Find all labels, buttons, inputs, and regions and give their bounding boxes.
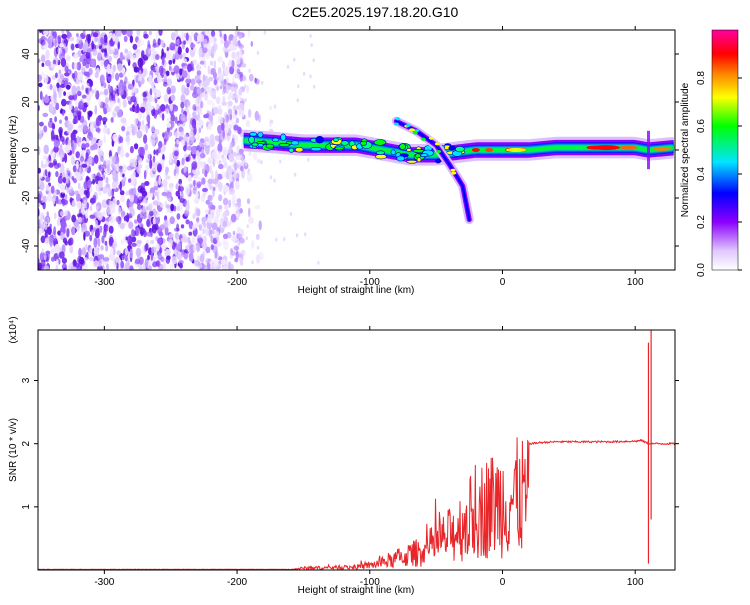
snr-x-label: Height of straight line (km) xyxy=(298,585,415,596)
x-tick-label: -200 xyxy=(227,277,247,288)
chart-title: C2E5.2025.197.18.20.G10 xyxy=(292,4,459,20)
colorbar-tick-label: 0.6 xyxy=(696,119,707,133)
x-tick-label: 100 xyxy=(627,277,644,288)
x-tick-label: -100 xyxy=(360,577,380,588)
snr-series-line xyxy=(38,437,675,570)
x-tick-label: 0 xyxy=(500,577,506,588)
x-tick-label: 0 xyxy=(500,277,506,288)
colorbar-ticks: 0.0 0.2 0.4 0.6 0.8 xyxy=(696,71,742,277)
y-tick-label: 1 xyxy=(21,504,32,510)
colorbar-tick-label: 0.0 xyxy=(696,263,707,277)
y-tick-label: 40 xyxy=(21,48,32,60)
spectrogram-secondary-trace xyxy=(391,116,474,225)
y-tick-label: 3 xyxy=(21,377,32,383)
colorbar: 0.0 0.2 0.4 0.6 0.8 Normalized spectral ampl… xyxy=(680,29,742,277)
colorbar-tick-label: 0.8 xyxy=(696,71,707,85)
y-tick-label: 0 xyxy=(21,147,32,153)
snr-x-ticks: -300 -200 -100 0 100 xyxy=(94,326,644,588)
snr-y-label: SNR (10 * v/v) xyxy=(8,418,19,482)
snr-scale-label: (x10⁴) xyxy=(8,316,19,343)
y-tick-label: -40 xyxy=(21,238,32,253)
x-tick-label: -100 xyxy=(360,277,380,288)
x-tick-label: 100 xyxy=(627,577,644,588)
x-tick-label: -300 xyxy=(94,277,114,288)
snr-plot-area xyxy=(38,330,675,570)
colorbar-tick-label: 0.2 xyxy=(696,215,707,229)
spectrogram-x-label: Height of straight line (km) xyxy=(298,285,415,296)
x-tick-label: -300 xyxy=(94,577,114,588)
colorbar-label: Normalized spectral amplitude xyxy=(680,82,691,217)
snr-frame xyxy=(37,329,676,571)
colorbar-tick-label: 0.4 xyxy=(696,167,707,181)
spectrogram-main-trace xyxy=(243,129,674,170)
spectrogram-y-ticks: -40 -20 0 20 40 xyxy=(21,48,679,253)
snr-panel: -300 -200 -100 0 100 1 2 3 Height of straight … xyxy=(8,316,679,596)
y-tick-label: -20 xyxy=(21,190,32,205)
spectrogram-y-label: Frequency (Hz) xyxy=(8,116,19,185)
spectrogram-noise-speckles xyxy=(38,30,324,270)
spectrogram-plot-area xyxy=(38,30,674,270)
x-tick-label: -200 xyxy=(227,577,247,588)
y-tick-label: 20 xyxy=(21,96,32,108)
y-tick-label: 2 xyxy=(21,440,32,446)
spectrogram-x-ticks: -300 -200 -100 0 100 xyxy=(94,26,644,288)
snr-y-ticks: 1 2 3 xyxy=(21,377,679,510)
colorbar-gradient xyxy=(711,29,739,271)
